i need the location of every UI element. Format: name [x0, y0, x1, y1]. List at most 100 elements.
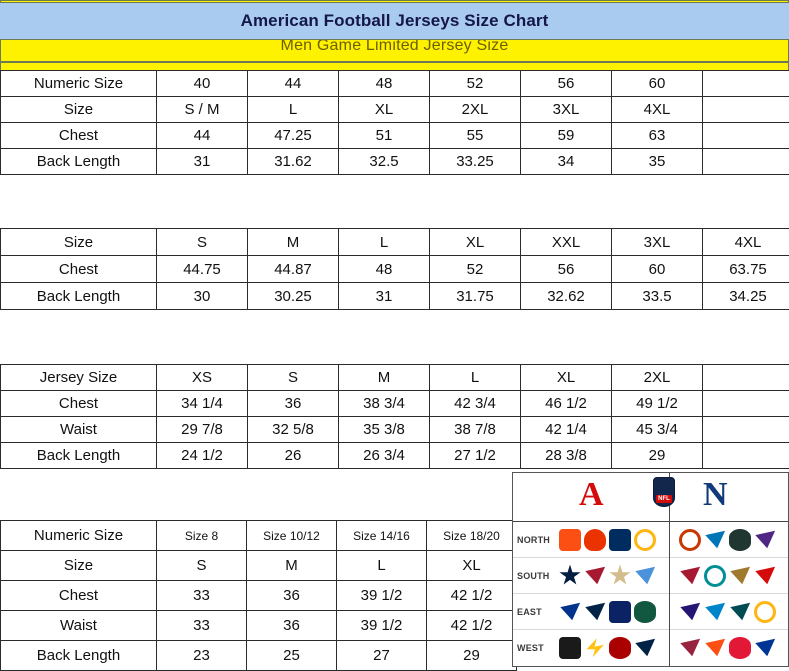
table-cell: Size 18/20	[427, 521, 517, 551]
table-cell: 30	[157, 283, 248, 310]
table-cell: 34	[521, 149, 612, 175]
table-cell: 42 3/4	[430, 391, 521, 417]
table-cell: 29 7/8	[157, 417, 248, 443]
table-cell: 25	[247, 641, 337, 671]
table-cell-empty	[703, 391, 789, 417]
row-label: Chest	[1, 123, 157, 149]
nfc-team-logos	[671, 637, 776, 659]
division-row: EAST	[513, 594, 788, 630]
table-cell: 56	[521, 256, 612, 283]
table-cell: 31	[339, 283, 430, 310]
division-label: EAST	[513, 607, 559, 617]
table-cell: L	[339, 229, 430, 256]
nfc-team-logos	[671, 601, 776, 623]
conference-header-row: A NFL N	[513, 473, 788, 522]
page-title: American Football Jerseys Size Chart	[241, 11, 549, 31]
table-cell: 2XL	[430, 97, 521, 123]
table-cell: 63.75	[703, 256, 789, 283]
nfl-logo-panel: A NFL N NORTH SOUTH EAST WEST	[512, 472, 789, 667]
lions-logo	[704, 529, 726, 551]
table-cell: L	[430, 365, 521, 391]
table-cell-empty	[703, 97, 789, 123]
table-cell: 48	[339, 71, 430, 97]
table-cell-empty	[703, 123, 789, 149]
packers-logo	[729, 529, 751, 551]
table-cell: 52	[430, 71, 521, 97]
table-cell: Size 8	[157, 521, 247, 551]
table-cell: XL	[430, 229, 521, 256]
falcons-logo	[679, 565, 701, 587]
table-cell: S	[157, 229, 248, 256]
table-cell: 23	[157, 641, 247, 671]
table-cell-empty	[703, 71, 789, 97]
table-cell: 31.62	[248, 149, 339, 175]
broncos-logo	[704, 637, 726, 659]
table-cell-empty	[703, 443, 789, 469]
table-cell: 55	[430, 123, 521, 149]
table-cell: 4XL	[703, 229, 789, 256]
table-cell: XL	[339, 97, 430, 123]
vikings-logo	[754, 529, 776, 551]
jaguars-logo	[729, 565, 751, 587]
afc-team-logos	[559, 637, 671, 659]
seahawks-logo	[634, 637, 656, 659]
division-row: SOUTH	[513, 558, 788, 594]
table-cell: 38 7/8	[430, 417, 521, 443]
table-cell: 46 1/2	[521, 391, 612, 417]
table-cell: 3XL	[521, 97, 612, 123]
table-cell: 29	[612, 443, 703, 469]
division-label: WEST	[513, 643, 559, 653]
table-cell: Size 14/16	[337, 521, 427, 551]
table-cell: 48	[339, 256, 430, 283]
table-cell: 47.25	[248, 123, 339, 149]
table-cell: 40	[157, 71, 248, 97]
division-label: NORTH	[513, 535, 559, 545]
division-rows-container: NORTH SOUTH EAST WEST	[513, 522, 788, 665]
table-cell: 60	[612, 256, 703, 283]
table-cell: M	[339, 365, 430, 391]
chargers-logo	[584, 637, 606, 659]
table-cell: S	[248, 365, 339, 391]
bears-logo	[679, 529, 701, 551]
table-cell: 30.25	[248, 283, 339, 310]
table-cell: 42 1/4	[521, 417, 612, 443]
table-cell: 33	[157, 581, 247, 611]
table-cell: 24 1/2	[157, 443, 248, 469]
steelers-logo	[634, 529, 656, 551]
table-cell: 31	[157, 149, 248, 175]
titans-logo	[634, 565, 656, 587]
buccaneers-logo	[754, 565, 776, 587]
dolphins-logo	[704, 565, 726, 587]
row-label: Waist	[1, 611, 157, 641]
cardinals-logo	[679, 637, 701, 659]
panthers-logo	[704, 601, 726, 623]
table-cell: XXL	[521, 229, 612, 256]
row-label: Numeric Size	[1, 71, 157, 97]
raiders-logo	[559, 637, 581, 659]
afc-team-logos	[559, 529, 671, 551]
table-cell: 28 3/8	[521, 443, 612, 469]
nfc-team-logos	[671, 529, 776, 551]
table-cell: 44	[248, 71, 339, 97]
table-cell: 38 3/4	[339, 391, 430, 417]
row-label: Numeric Size	[1, 521, 157, 551]
row-label: Chest	[1, 256, 157, 283]
table-cell: 2XL	[612, 365, 703, 391]
row-label: Size	[1, 229, 157, 256]
table-cell: 32.62	[521, 283, 612, 310]
table-cell: L	[337, 551, 427, 581]
table-cell: 36	[247, 581, 337, 611]
table-cell: 35 3/8	[339, 417, 430, 443]
giants-logo	[609, 601, 631, 623]
table-cell: 44.75	[157, 256, 248, 283]
division-label: SOUTH	[513, 571, 559, 581]
table-cell: XS	[157, 365, 248, 391]
